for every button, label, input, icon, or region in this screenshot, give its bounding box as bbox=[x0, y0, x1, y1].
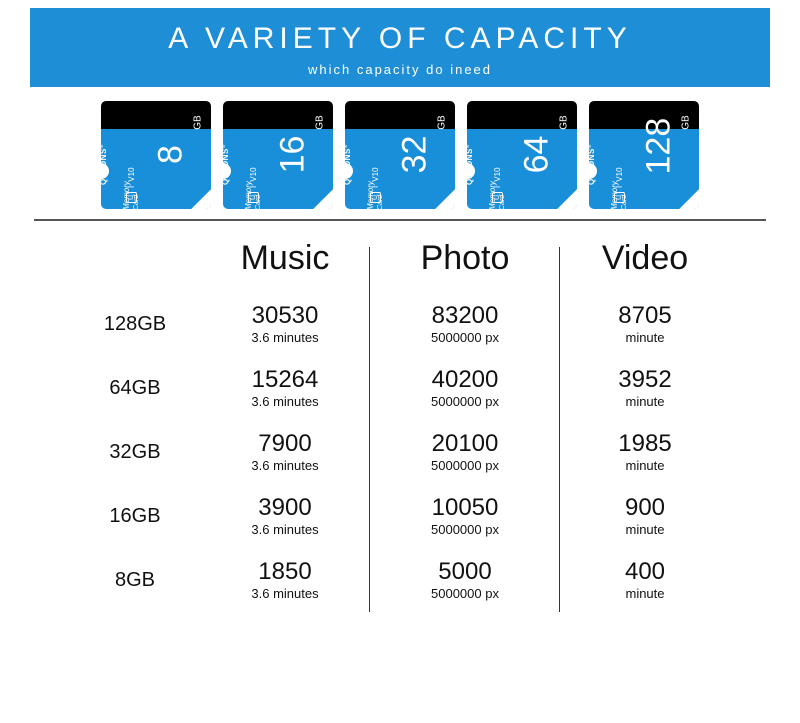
table-cell: 8705 minute bbox=[560, 292, 730, 356]
table-header-music: Music bbox=[200, 229, 370, 292]
cell-subtext: 5000000 px bbox=[431, 330, 499, 345]
cell-value: 40200 bbox=[432, 368, 499, 392]
sdcard-capacity: 8 bbox=[152, 135, 191, 175]
cell-value: 7900 bbox=[258, 432, 311, 456]
table-cell: 400 minute bbox=[560, 548, 730, 612]
cell-value: 400 bbox=[625, 560, 665, 584]
sdcard-brand: QEEDNS® bbox=[345, 101, 352, 185]
sdcard-brand: QEEDNS® bbox=[467, 101, 474, 185]
sdcard-128gb: QEEDNS® MemoryCard 128 GB UIV10 bbox=[589, 101, 699, 209]
horizontal-divider bbox=[34, 219, 766, 221]
table-header-photo: Photo bbox=[370, 229, 560, 292]
table-cell: 3952 minute bbox=[560, 356, 730, 420]
banner-subtitle: which capacity do ineed bbox=[30, 62, 770, 77]
row-label: 32GB bbox=[70, 420, 200, 484]
cell-subtext: minute bbox=[625, 586, 664, 601]
cell-subtext: 3.6 minutes bbox=[251, 586, 318, 601]
sdcard-gb-label: GB bbox=[192, 115, 203, 129]
sdcard-row: QEEDNS® MemoryCard 8 GB UIV10 QEEDNS® Me… bbox=[0, 101, 800, 209]
table-cell: 15264 3.6 minutes bbox=[200, 356, 370, 420]
cell-value: 900 bbox=[625, 496, 665, 520]
sdcard-brand: QEEDNS® bbox=[589, 101, 596, 185]
table-cell: 83200 5000000 px bbox=[370, 292, 560, 356]
sdcard-gb-label: GB bbox=[436, 115, 447, 129]
sdcard-spec-icons: UIV10 bbox=[126, 167, 137, 203]
row-label: 16GB bbox=[70, 484, 200, 548]
cell-subtext: 3.6 minutes bbox=[251, 522, 318, 537]
cell-subtext: 5000000 px bbox=[431, 586, 499, 601]
cell-value: 5000 bbox=[438, 560, 491, 584]
cell-value: 1850 bbox=[258, 560, 311, 584]
cell-subtext: minute bbox=[625, 330, 664, 345]
cell-value: 3900 bbox=[258, 496, 311, 520]
table-cell: 3900 3.6 minutes bbox=[200, 484, 370, 548]
cell-subtext: minute bbox=[625, 522, 664, 537]
sdcard-64gb: QEEDNS® MemoryCard 64 GB UIV10 bbox=[467, 101, 577, 209]
cell-subtext: 3.6 minutes bbox=[251, 394, 318, 409]
table-cell: 900 minute bbox=[560, 484, 730, 548]
sdcard-gb-label: GB bbox=[314, 115, 325, 129]
sdcard-spec-icons: UIV10 bbox=[370, 167, 381, 203]
table-cell: 10050 5000000 px bbox=[370, 484, 560, 548]
sdcard-gb-label: GB bbox=[558, 115, 569, 129]
sdcard-capacity: 16 bbox=[274, 135, 313, 175]
row-label: 64GB bbox=[70, 356, 200, 420]
table-cell: 30530 3.6 minutes bbox=[200, 292, 370, 356]
table-header-blank bbox=[70, 229, 200, 292]
title-banner: A VARIETY OF CAPACITY which capacity do … bbox=[30, 8, 770, 87]
capacity-table: MusicPhotoVideo 128GB 30530 3.6 minutes 8320… bbox=[0, 229, 800, 612]
cell-subtext: minute bbox=[625, 458, 664, 473]
sdcard-brand: QEEDNS® bbox=[101, 101, 108, 185]
banner-title: A VARIETY OF CAPACITY bbox=[30, 22, 770, 56]
sdcard-capacity: 64 bbox=[518, 135, 557, 175]
cell-subtext: 3.6 minutes bbox=[251, 458, 318, 473]
sdcard-spec-icons: UIV10 bbox=[248, 167, 259, 203]
sdcard-32gb: QEEDNS® MemoryCard 32 GB UIV10 bbox=[345, 101, 455, 209]
sdcard-spec-icons: UIV10 bbox=[614, 167, 625, 203]
table-cell: 20100 5000000 px bbox=[370, 420, 560, 484]
table-cell: 5000 5000000 px bbox=[370, 548, 560, 612]
table-cell: 1985 minute bbox=[560, 420, 730, 484]
sdcard-capacity: 32 bbox=[396, 135, 435, 175]
sdcard-brand: QEEDNS® bbox=[223, 101, 230, 185]
sdcard-8gb: QEEDNS® MemoryCard 8 GB UIV10 bbox=[101, 101, 211, 209]
cell-value: 10050 bbox=[432, 496, 499, 520]
cell-subtext: 5000000 px bbox=[431, 458, 499, 473]
cell-subtext: 3.6 minutes bbox=[251, 330, 318, 345]
table-cell: 7900 3.6 minutes bbox=[200, 420, 370, 484]
sdcard-gb-label: GB bbox=[680, 115, 691, 129]
cell-value: 83200 bbox=[432, 304, 499, 328]
cell-value: 20100 bbox=[432, 432, 499, 456]
cell-subtext: minute bbox=[625, 394, 664, 409]
row-label: 8GB bbox=[70, 548, 200, 612]
cell-value: 8705 bbox=[618, 304, 671, 328]
sdcard-capacity: 128 bbox=[640, 135, 679, 175]
sdcard-spec-icons: UIV10 bbox=[492, 167, 503, 203]
cell-value: 3952 bbox=[618, 368, 671, 392]
cell-subtext: 5000000 px bbox=[431, 522, 499, 537]
cell-value: 15264 bbox=[252, 368, 319, 392]
table-header-video: Video bbox=[560, 229, 730, 292]
sdcard-16gb: QEEDNS® MemoryCard 16 GB UIV10 bbox=[223, 101, 333, 209]
table-cell: 40200 5000000 px bbox=[370, 356, 560, 420]
row-label: 128GB bbox=[70, 292, 200, 356]
table-cell: 1850 3.6 minutes bbox=[200, 548, 370, 612]
cell-value: 1985 bbox=[618, 432, 671, 456]
cell-subtext: 5000000 px bbox=[431, 394, 499, 409]
cell-value: 30530 bbox=[252, 304, 319, 328]
